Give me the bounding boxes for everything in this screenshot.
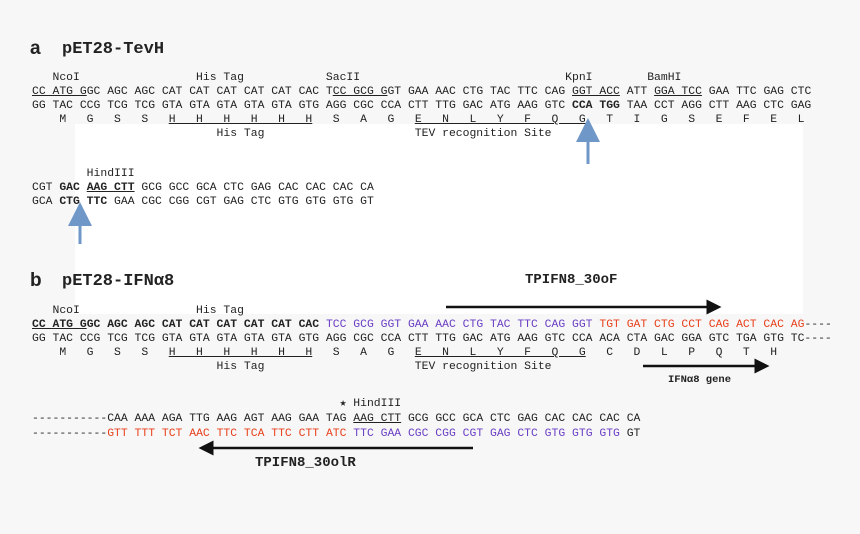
site-labels: HindIII <box>32 168 135 181</box>
sequence-segment: GT <box>619 428 641 440</box>
sequence-segment: NcoI His Tag SacII KpnI BamHI <box>32 72 682 84</box>
sequence-segment: GC AGC AGC CAT CAT CAT CAT CAT CAC <box>86 319 326 331</box>
amino-acids: M G S S H H H H H H S A G E N L Y F Q G … <box>32 347 777 360</box>
sequence-segment: H H H H H H <box>168 347 313 359</box>
sequence-segment: ---- <box>804 319 832 331</box>
top-strand: -----------CAA AAA AGA TTG AAG AGT AAG G… <box>32 413 640 426</box>
panel-a-title: pET28-TevH <box>62 40 165 59</box>
sequence-segment: E N L Y F Q G <box>414 347 586 359</box>
forward-primer-label: TPIFN8_30oF <box>525 272 618 288</box>
sequence-segment: TAA CCT AGG CTT AAG CTC GAG <box>619 100 812 112</box>
background-panel <box>75 124 803 314</box>
sequence-segment: GT GAA AAC CTG TAC TTC CAG <box>387 86 573 98</box>
sequence-segment: TTC GAA CGC CGG CGT GAG CTC GTG GTG GTG <box>353 428 620 440</box>
sequence-segment: S A G <box>312 114 415 126</box>
sequence-segment: CC GCG G <box>332 86 388 98</box>
sequence-segment: M G S S <box>32 347 169 359</box>
sequence-segment: GGT ACC <box>572 86 620 98</box>
sequence-segment: C D L P Q T H <box>585 347 778 359</box>
sequence-segment: CCA TGG <box>572 100 620 112</box>
sequence-segment: ----------- <box>32 428 108 440</box>
bottom-strand: -----------GTT TTT TCT AAC TTC TCA TTC C… <box>32 428 640 441</box>
panel-b-letter: b <box>30 270 42 291</box>
sequence-segment: GCG GCC GCA CTC GAG CAC CAC CAC CA <box>401 413 641 425</box>
sequence-segment: S A G <box>312 347 415 359</box>
feature-labels: His Tag TEV recognition Site <box>32 361 552 374</box>
sequence-segment: GAA CGC CGG CGT GAG CTC GTG GTG GTG GT <box>107 196 374 208</box>
reverse-primer-label: TPIFN8_30olR <box>255 455 356 471</box>
sequence-segment: T I G S E F E L <box>585 114 805 126</box>
sequence-segment: AAG CTT <box>86 182 135 194</box>
sequence-segment: CGT <box>32 182 60 194</box>
sequence-segment: CC ATG G <box>32 319 87 331</box>
sequence-segment: GG TAC CCG TCG TCG GTA GTA GTA GTA GTA G… <box>32 333 832 345</box>
sequence-segment: HindIII <box>32 168 135 180</box>
site-labels: ★ HindIII <box>32 398 402 411</box>
top-strand: CGT GAC AAG CTT GCG GCC GCA CTC GAG CAC … <box>32 182 374 195</box>
sequence-segment: CC ATG G <box>32 86 87 98</box>
top-strand: CC ATG GGC AGC AGC CAT CAT CAT CAT CAT C… <box>32 319 832 332</box>
sequence-segment: GC AGC AGC CAT CAT CAT CAT CAT CAC T <box>86 86 333 98</box>
sequence-segment: GAC <box>59 182 80 194</box>
bottom-strand: GG TAC CCG TCG TCG GTA GTA GTA GTA GTA G… <box>32 333 832 346</box>
bottom-strand: GCA CTG TTC GAA CGC CGG CGT GAG CTC GTG … <box>32 196 374 209</box>
site-labels: NcoI His Tag <box>32 305 244 318</box>
sequence-segment: GG TAC CCG TCG TCG GTA GTA GTA GTA GTA G… <box>32 100 573 112</box>
site-labels: NcoI His Tag SacII KpnI BamHI <box>32 72 682 85</box>
sequence-segment: TGT GAT CTG CCT CAG ACT CAC AG <box>599 319 805 331</box>
sequence-segment: -----------CAA AAA AGA TTG AAG AGT AAG G… <box>32 413 354 425</box>
panel-a-letter: a <box>30 38 41 59</box>
top-strand: CC ATG GGC AGC AGC CAT CAT CAT CAT CAT C… <box>32 86 811 99</box>
sequence-segment: AAG CTT <box>353 413 402 425</box>
sequence-segment: NcoI His Tag <box>32 305 244 317</box>
sequence-segment: His Tag TEV recognition Site <box>32 361 552 373</box>
sequence-segment: H H H H H H <box>168 114 313 126</box>
sequence-segment: GAA TTC GAG CTC <box>701 86 812 98</box>
feature-labels: His Tag TEV recognition Site <box>32 128 552 141</box>
sequence-segment: M G S S <box>32 114 169 126</box>
sequence-segment: His Tag TEV recognition Site <box>32 128 552 140</box>
bottom-strand: GG TAC CCG TCG TCG GTA GTA GTA GTA GTA G… <box>32 100 811 113</box>
sequence-segment: GTT TTT TCT AAC TTC TCA TTC CTT ATC <box>107 428 354 440</box>
sequence-segment: GCA <box>32 196 60 208</box>
sequence-segment: ★ HindIII <box>32 398 402 410</box>
sequence-segment: TCC GCG GGT GAA AAC CTG TAC TTC CAG GGT <box>325 319 600 331</box>
sequence-segment: ATT <box>619 86 655 98</box>
gene-label: IFNα8 gene <box>668 374 732 386</box>
sequence-segment: GGA TCC <box>654 86 702 98</box>
sequence-segment: GCG GCC GCA CTC GAG CAC CAC CAC CA <box>134 182 374 194</box>
panel-b-title: pET28-IFNα8 <box>62 272 175 291</box>
